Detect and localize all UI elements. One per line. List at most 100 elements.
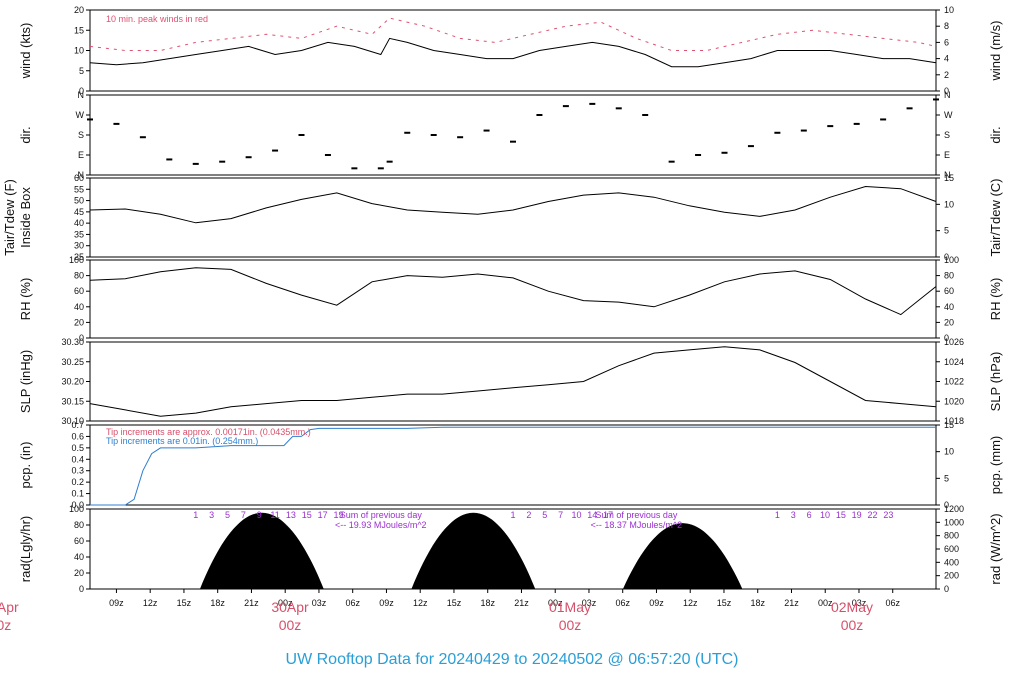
date-label-day: 29Apr [0,599,19,615]
pcp-annotation-2: Tip increments are 0.01in. (0.254mm.) [106,436,258,446]
dir-left-tick-label: N [78,90,85,100]
rh-right-tick-label: 60 [944,286,954,296]
rad-hour-label: 10 [571,510,581,520]
x-tick-label: 18z [210,598,225,608]
rh-left-tick-label: 20 [74,317,84,327]
rad-ylabel-left: rad(Lgly/hr) [18,516,33,582]
chart-title: UW Rooftop Data for 20240429 to 20240502… [286,651,739,668]
slp-left-tick-label: 30.25 [61,357,84,367]
rad-hour-label: 14 [587,510,597,520]
x-tick-label: 03z [852,598,867,608]
rad-hour-label: 1 [510,510,515,520]
wind-ylabel-left: wind (kts) [18,23,33,80]
pcp-left-tick-label: 0.6 [71,431,84,441]
x-tick-label: 18z [750,598,765,608]
date-label-day: 30Apr [271,599,309,615]
x-tick-label: 06z [885,598,900,608]
temp-left-tick-label: 30 [74,241,84,251]
dir-point [404,131,411,134]
rh-left-tick-label: 100 [69,255,84,265]
rad-hour-label: 15 [302,510,312,520]
rad-hour-label: 1 [193,510,198,520]
x-tick-label: 03z [312,598,327,608]
rad-hour-label: 7 [558,510,563,520]
pcp-right-tick-label: 15 [944,420,954,430]
date-label-time: 00z [279,617,302,633]
date-label-time: 00z [841,617,864,633]
rad-right-tick-label: 800 [944,531,959,541]
dir-right-tick-label: N [944,90,951,100]
panel-slp: 30.10 30.15 30.20 30.25 30.30 1018 1020 1022 102… [18,337,1003,426]
rad-hour-label: 3 [209,510,214,520]
rad-hour-label: 2 [526,510,531,520]
rh-left-tick-label: 80 [74,271,84,281]
rad-left-tick-label: 80 [74,520,84,530]
slp-left-tick-label: 30.30 [61,337,84,347]
temp-ylabel-left2: Inside Box [18,187,33,248]
dir-point [933,98,939,101]
rh-frame [89,259,937,339]
date-label-time: 00z [0,617,11,633]
temp-right-tick-label: 5 [944,226,949,236]
rh-right-tick-label: 40 [944,302,954,312]
rh-ylabel-left: RH (%) [18,278,33,321]
pcp-left-tick-label: 0.5 [71,443,84,453]
dir-frame [89,94,937,176]
temp-series [89,185,937,224]
pcp-left-tick-label: 0.4 [71,454,84,464]
x-tick-label: 15z [717,598,732,608]
x-tick-label: 00z [548,598,563,608]
dir-ylabel-right: dir. [988,126,1003,143]
dir-point [642,114,649,116]
dir-left-tick-label: S [78,130,84,140]
panel-rad: 020406080100020040060080010001200rad(Lgl… [18,504,1003,594]
wind-series [89,37,937,68]
dir-point [113,122,120,125]
x-axis: 09z 12z 15z 18z 21z 00z 03z 06z 09z 12z 15z 18z 21z 0… [0,589,900,633]
wind-left-tick-label: 20 [74,5,84,15]
rh-left-tick-label: 0 [79,333,84,343]
rh-left-tick-label: 40 [74,302,84,312]
x-tick-label: 09z [649,598,664,608]
x-tick-label: 15z [447,598,462,608]
dir-point [668,160,675,163]
rad-right-tick-label: 600 [944,544,959,554]
rad-hour-label: 10 [820,510,830,520]
pcp-annotation-1: Tip increments are approx. 0.00171in. (0… [106,427,311,437]
wind-right-tick-label: 0 [944,86,949,96]
pcp-right-tick-label: 10 [944,447,954,457]
slp-right-tick-label: 1018 [944,416,964,426]
rh-right-tick-label: 20 [944,317,954,327]
dir-point [827,125,834,128]
x-tick-label: 12z [413,598,428,608]
date-label-time: 00z [559,617,582,633]
slp-ylabel-left: SLP (inHg) [18,350,33,413]
rad-summary-line2: <-- 19.93 MJoules/m^2 [335,520,427,530]
temp-ylabel-right: Tair/Tdew (C) [988,178,1003,256]
rad-hour-label: 19 [334,510,344,520]
temp-left-tick-label: 40 [74,218,84,228]
date-label-day: 02May [831,599,873,615]
rad-ylabel-right: rad (W/m^2) [988,513,1003,584]
dir-point [483,129,490,132]
rad-left-tick-label: 20 [74,568,84,578]
slp-series [89,346,937,417]
dir-right-tick-label: N [944,170,951,180]
pcp-left-tick-label: 0.2 [71,477,84,487]
rad-day-2 [411,512,536,590]
rad-summary-line2: <-- 18.37 MJoules/m^2 [591,520,683,530]
rad-hour-label: 19 [852,510,862,520]
pcp-ylabel-left: pcp. (in) [18,442,33,489]
dir-point [272,149,279,152]
x-tick-label: 06z [615,598,630,608]
dir-point [615,107,622,110]
rad-hour-label: 1 [775,510,780,520]
rad-summary-line1: Sum of previous day [595,510,678,520]
rh-left-tick-label: 60 [74,286,84,296]
rad-hour-label: 22 [868,510,878,520]
dir-point [880,118,887,121]
dir-point [536,114,543,116]
rad-right-tick-label: 1200 [944,504,964,514]
x-tick-label: 12z [143,598,158,608]
